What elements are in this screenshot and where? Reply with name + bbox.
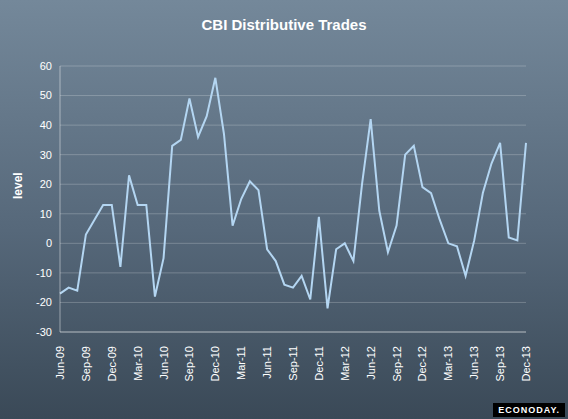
svg-text:60: 60: [40, 60, 52, 72]
svg-text:Jun-09: Jun-09: [54, 346, 66, 380]
svg-text:Mar-12: Mar-12: [339, 346, 351, 381]
svg-text:Sep-13: Sep-13: [494, 346, 506, 381]
svg-text:Sep-11: Sep-11: [287, 346, 299, 381]
svg-text:Dec-10: Dec-10: [209, 346, 221, 381]
svg-text:Dec-13: Dec-13: [520, 346, 532, 381]
svg-text:Jun-11: Jun-11: [261, 346, 273, 379]
svg-text:Jun-13: Jun-13: [468, 346, 480, 380]
svg-text:40: 40: [40, 119, 52, 131]
svg-text:50: 50: [40, 89, 52, 101]
svg-text:30: 30: [40, 149, 52, 161]
svg-text:-10: -10: [36, 267, 52, 279]
svg-text:Jun-10: Jun-10: [158, 346, 170, 380]
svg-text:Mar-10: Mar-10: [132, 346, 144, 381]
html-text:CBI Distributive Trades: CBI Distributive Trades: [201, 16, 367, 33]
svg-text:Sep-12: Sep-12: [391, 346, 403, 381]
svg-text:Dec-11: Dec-11: [313, 346, 325, 381]
svg-text:-30: -30: [36, 326, 52, 338]
svg-text:Mar-13: Mar-13: [442, 346, 454, 381]
svg-text:Sep-10: Sep-10: [183, 346, 195, 381]
svg-text:Mar-11: Mar-11: [235, 346, 247, 380]
svg-text:-20: -20: [36, 296, 52, 308]
svg-text:level: level: [11, 172, 25, 199]
svg-text:Jun-12: Jun-12: [365, 346, 377, 380]
html-text:ECONODAY.: ECONODAY.: [498, 405, 560, 415]
svg-text:20: 20: [40, 178, 52, 190]
svg-text:Dec-09: Dec-09: [106, 346, 118, 381]
svg-text:0: 0: [46, 237, 52, 249]
svg-text:Dec-12: Dec-12: [416, 346, 428, 381]
svg-text:10: 10: [40, 208, 52, 220]
svg-text:Sep-09: Sep-09: [80, 346, 92, 381]
